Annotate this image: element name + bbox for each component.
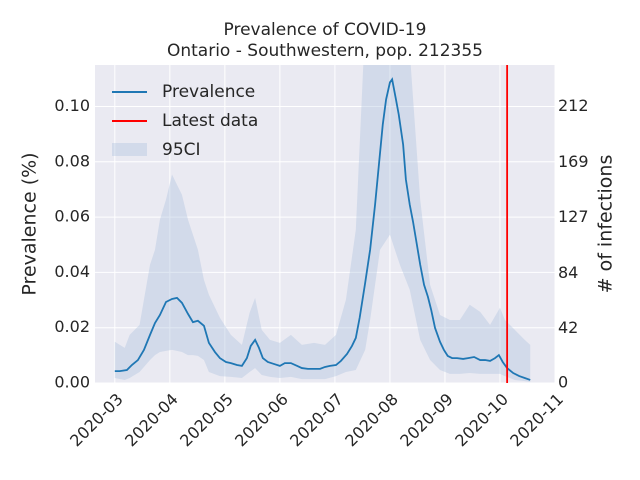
y-tick-label: 0.02 (54, 317, 90, 336)
y-tick-label: 0.06 (54, 207, 90, 226)
x-tick-label: 2020-05 (176, 390, 237, 451)
legend-label: Prevalence (162, 82, 255, 102)
legend-swatch (112, 143, 147, 156)
ci-band (114, 65, 531, 382)
y2-tick-label: 212 (558, 96, 589, 115)
x-tick-label: 2020-07 (286, 390, 347, 451)
y-tick-label: 0.10 (54, 96, 90, 115)
y-tick-label: 0.04 (54, 262, 90, 281)
y2-tick-label: 42 (558, 318, 578, 337)
x-tick-label: 2020-11 (506, 390, 567, 451)
x-tick-label: 2020-06 (231, 390, 292, 451)
plot-area (95, 65, 555, 383)
y2-tick-label: 127 (558, 207, 589, 226)
legend-label: 95CI (162, 140, 201, 160)
chart-title: Prevalence of COVID-19 (224, 20, 427, 40)
chart-subtitle: Ontario - Southwestern, pop. 212355 (167, 41, 483, 61)
y-tick-label: 0.08 (54, 151, 90, 170)
x-tick-label: 2020-08 (341, 390, 402, 451)
y2-axis-label: # of infections (595, 155, 617, 294)
legend-label: Latest data (162, 111, 258, 131)
y-tick-label: 0.00 (54, 373, 90, 392)
x-tick-label: 2020-03 (66, 390, 127, 451)
y2-tick-label: 169 (558, 152, 589, 171)
x-tick-label: 2020-10 (451, 390, 512, 451)
y2-tick-label: 84 (558, 263, 578, 282)
y2-tick-label: 0 (558, 373, 568, 392)
plot-content (114, 65, 531, 383)
x-tick-label: 2020-09 (396, 390, 457, 451)
y-axis-label: Prevalence (%) (19, 152, 41, 295)
x-tick-label: 2020-04 (121, 390, 182, 451)
series-line (114, 77, 531, 381)
